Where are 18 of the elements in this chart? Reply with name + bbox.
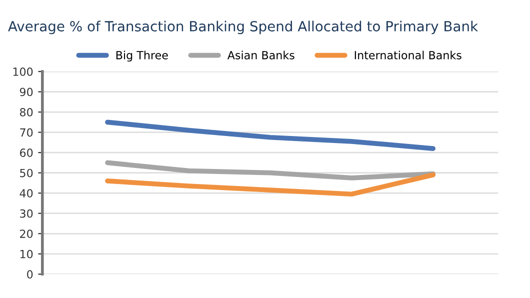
y-tick-label: 70 bbox=[20, 128, 33, 137]
y-tick-label: 10 bbox=[20, 250, 33, 258]
y-tick-label: 20 bbox=[20, 230, 33, 238]
y-tick-label: 100 bbox=[13, 67, 33, 76]
legend-label: Big Three bbox=[116, 50, 168, 62]
legend-label: International Banks bbox=[354, 50, 462, 60]
y-tick-label: 0 bbox=[27, 270, 33, 279]
line-series bbox=[105, 172, 436, 197]
y-tick-label: 50 bbox=[20, 168, 33, 178]
y-tick-label: 60 bbox=[20, 148, 33, 157]
chart-title: Average % of Transaction Banking Spend Allocated to Primary Bank bbox=[8, 20, 478, 34]
line-series bbox=[105, 120, 436, 151]
y-tick-label: 80 bbox=[20, 108, 33, 116]
legend-label: Asian Banks bbox=[227, 50, 294, 60]
line-series bbox=[105, 160, 436, 180]
y-tick-label: 40 bbox=[20, 189, 33, 198]
y-tick-label: 30 bbox=[20, 209, 33, 218]
y-tick-label: 90 bbox=[20, 88, 33, 96]
